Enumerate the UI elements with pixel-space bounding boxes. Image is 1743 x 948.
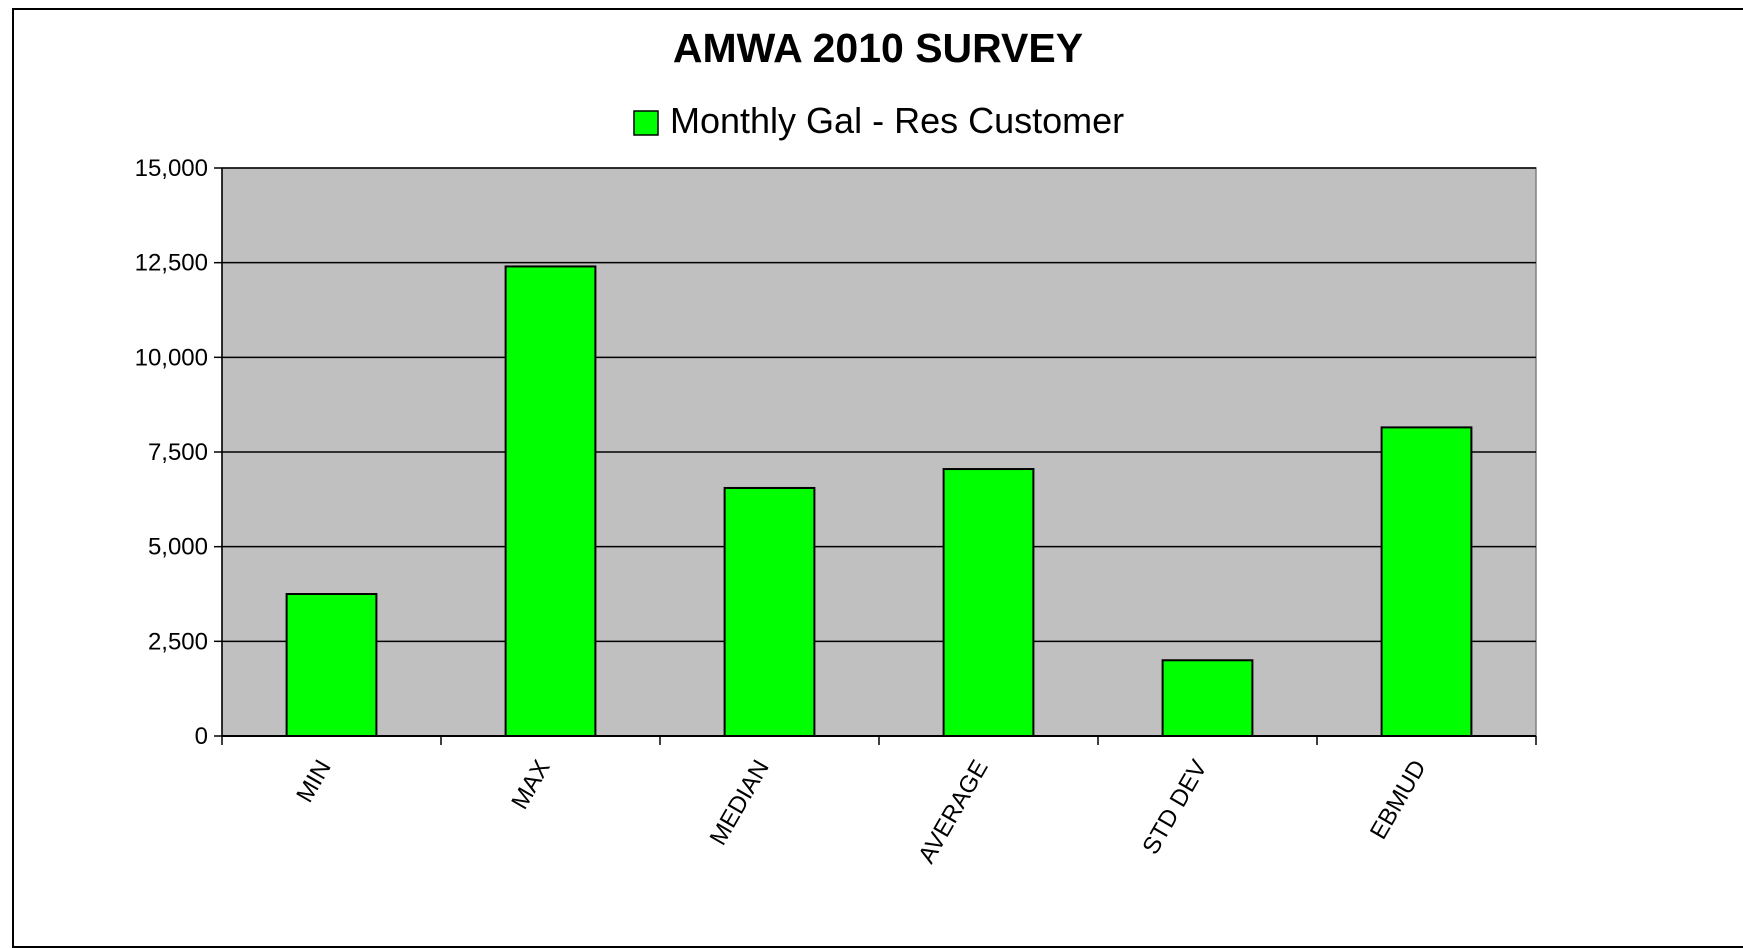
y-tick-label: 5,000 [148, 534, 208, 561]
bar-min [285, 593, 378, 737]
x-tick-label: MEDIAN [705, 756, 775, 850]
legend-swatch [633, 110, 659, 136]
bar-ebmud [1380, 426, 1473, 737]
plot-area: 0 2,500 5,000 7,500 10,000 12,500 15,000 MIN MAX… [135, 155, 1537, 868]
x-tick-label: STD DEV [1137, 756, 1212, 860]
legend-label: Monthly Gal - Res Customer [670, 100, 1124, 141]
x-tick-label: MIN [291, 756, 336, 808]
y-tick-label: 2,500 [148, 628, 208, 655]
y-tick-label: 7,500 [148, 439, 208, 466]
bar-std-dev [1161, 659, 1254, 737]
y-tick-label: 10,000 [135, 344, 208, 371]
x-tick-label: EBMUD [1365, 756, 1432, 845]
bar-max [504, 265, 597, 737]
bar-median [723, 486, 816, 737]
x-tick-label: AVERAGE [913, 756, 994, 868]
y-tick-label: 0 [195, 723, 208, 750]
y-tick-label: 15,000 [135, 155, 208, 182]
bar-average [942, 468, 1035, 737]
legend: Monthly Gal - Res Customer [633, 100, 1124, 141]
x-tick-label: MAX [506, 756, 555, 815]
y-tick-label: 12,500 [135, 250, 208, 277]
chart-title: AMWA 2010 SURVEY [673, 25, 1083, 71]
